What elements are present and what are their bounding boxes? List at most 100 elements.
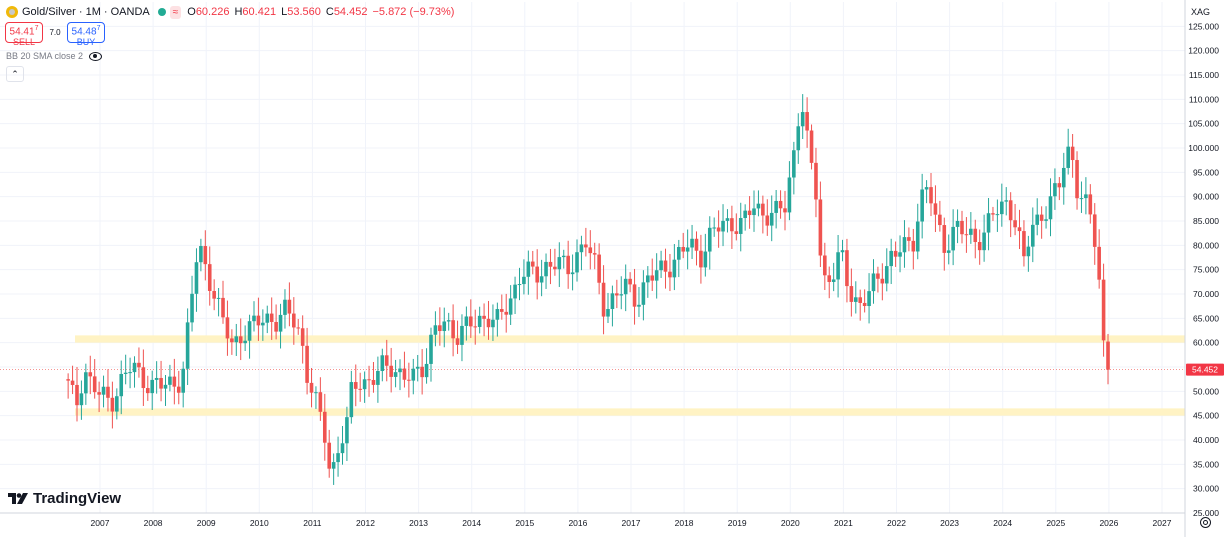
candle-body [663, 260, 668, 272]
eye-icon[interactable] [89, 51, 103, 61]
candle-body [327, 442, 332, 469]
indicator-legend[interactable]: BB 20 SMA close 2 [6, 51, 103, 61]
candle-body [1035, 214, 1040, 225]
candle-body [951, 226, 955, 251]
candle-body [442, 321, 447, 332]
candle-body [199, 246, 203, 263]
candle-body [818, 199, 823, 256]
candle-body [92, 376, 97, 393]
candle-body [898, 252, 902, 257]
candle-body [278, 314, 283, 332]
x-tick-label: 2013 [409, 518, 428, 528]
candle-body [628, 278, 632, 285]
candle-body [499, 309, 504, 312]
candle-body [876, 273, 880, 279]
candle-body [380, 355, 385, 371]
candle-body [827, 275, 832, 282]
collapse-legend-button[interactable]: ⌃ [6, 66, 24, 82]
candle-body [814, 162, 818, 200]
y-tick-label: 70.000 [1193, 289, 1219, 299]
candle-body [991, 213, 995, 215]
candle-body [884, 266, 889, 284]
candle-body [473, 326, 478, 328]
candle-body [106, 386, 110, 398]
candle-body [539, 276, 544, 283]
candle-body [265, 313, 270, 323]
candle-body [703, 251, 708, 268]
x-tick-label: 2021 [834, 518, 853, 528]
candle-body [730, 218, 734, 232]
y-tick-label: 120.000 [1188, 46, 1219, 56]
candle-body [110, 397, 115, 412]
candle-body [907, 237, 911, 241]
x-tick-label: 2024 [993, 518, 1012, 528]
candle-body [1008, 200, 1013, 221]
candle-body [535, 266, 539, 283]
candle-body [349, 382, 354, 418]
candle-body [561, 255, 566, 258]
candle-body [969, 228, 973, 235]
buy-button[interactable]: 54.487 BUY [67, 22, 105, 47]
symbol-icon [6, 6, 18, 18]
candle-body [1053, 183, 1057, 197]
candle-body [778, 200, 783, 209]
candle-body [610, 293, 615, 310]
candle-body [221, 297, 225, 318]
candle-body [415, 366, 420, 369]
candle-body [526, 261, 531, 277]
candle-body [314, 392, 318, 394]
indicator-label: BB 20 SMA close 2 [6, 51, 84, 61]
candle-body [482, 315, 486, 319]
candle-body [1022, 231, 1026, 257]
tradingview-logo[interactable]: TradingView [8, 490, 121, 507]
candle-body [592, 253, 597, 255]
candle-body [274, 321, 278, 332]
candle-body [389, 365, 393, 377]
candle-body [1017, 227, 1022, 232]
candle-body [1013, 220, 1017, 228]
candle-body [712, 227, 716, 229]
settings-icon[interactable] [1200, 517, 1211, 528]
candle-body [977, 242, 982, 251]
candle-body [203, 246, 208, 265]
candle-body [287, 299, 292, 314]
candle-body [495, 309, 500, 320]
y-tick-label: 115.000 [1189, 70, 1219, 80]
candle-body [738, 218, 743, 234]
candle-body [871, 273, 876, 292]
candle-body [168, 376, 172, 385]
candle-body [867, 291, 871, 307]
currency-label: XAG [1191, 7, 1211, 17]
approx-badge[interactable]: ≈ [169, 5, 182, 19]
candle-body [384, 355, 389, 366]
candle-body [1101, 279, 1106, 341]
candle-body [300, 328, 305, 346]
candle-body [668, 271, 672, 278]
sell-button[interactable]: 54.417 SELL [5, 22, 43, 47]
candle-body [615, 293, 619, 296]
candle-body [858, 297, 863, 303]
candle-body [787, 177, 792, 213]
candle-body [433, 325, 438, 335]
candle-body [181, 368, 185, 393]
y-tick-label: 100.000 [1188, 143, 1219, 153]
x-tick-label: 2009 [197, 518, 216, 528]
symbol-title[interactable]: Gold/Silver · 1M · OANDA [22, 6, 150, 18]
candle-body [734, 231, 739, 234]
y-tick-label: 75.000 [1193, 265, 1219, 275]
candle-body [1070, 146, 1075, 161]
x-tick-label: 2020 [781, 518, 800, 528]
candle-body [154, 377, 159, 380]
candle-body [402, 368, 407, 380]
candle-body [322, 411, 327, 443]
candle-body [774, 200, 778, 213]
candle-body [234, 336, 239, 343]
y-tick-label: 105.000 [1188, 119, 1219, 129]
candle-body [632, 284, 637, 307]
candle-body [115, 396, 119, 412]
candle-body [1057, 183, 1062, 188]
candle-body [1088, 194, 1093, 215]
candle-body [681, 246, 686, 252]
candle-body [725, 218, 730, 221]
